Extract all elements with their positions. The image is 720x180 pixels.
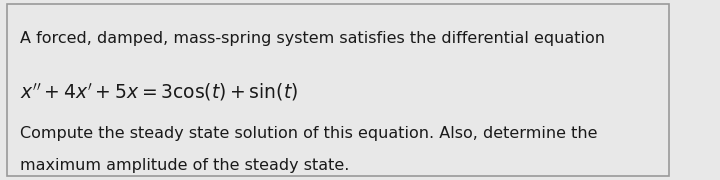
FancyBboxPatch shape	[6, 4, 670, 176]
Text: Compute the steady state solution of this equation. Also, determine the: Compute the steady state solution of thi…	[20, 126, 598, 141]
Text: $x'' + 4x' + 5x = 3\cos(t) + \sin(t)$: $x'' + 4x' + 5x = 3\cos(t) + \sin(t)$	[20, 81, 298, 103]
Text: A forced, damped, mass-spring system satisfies the differential equation: A forced, damped, mass-spring system sat…	[20, 31, 606, 46]
Text: maximum amplitude of the steady state.: maximum amplitude of the steady state.	[20, 158, 350, 173]
